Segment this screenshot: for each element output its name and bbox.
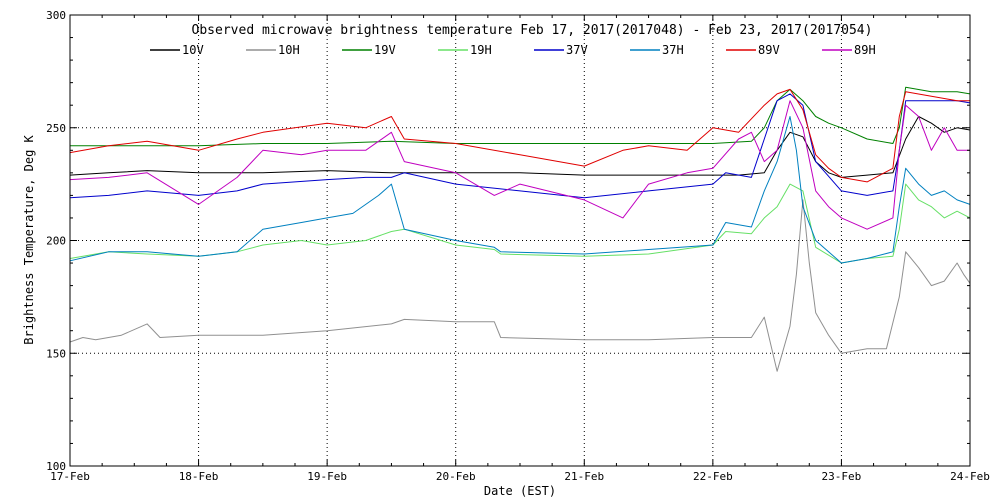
plot-series xyxy=(69,86,971,372)
legend-item: 10V xyxy=(150,43,204,57)
x-tick-label: 17-Feb xyxy=(50,470,90,483)
y-axis-title: Brightness Temperature, Deg K xyxy=(22,134,36,344)
grid-lines xyxy=(70,15,970,466)
legend-label: 10H xyxy=(278,43,300,57)
series-line-37h xyxy=(69,116,971,264)
legend-item: 89V xyxy=(726,43,780,57)
series-line-19h xyxy=(69,183,971,264)
x-tick-label: 22-Feb xyxy=(693,470,733,483)
x-axis: 17-Feb 18-Feb 19-Feb 20-Feb 21-Feb 22-Feb 23-F… xyxy=(50,15,990,483)
series-line-89h xyxy=(69,100,970,230)
series-line-10h xyxy=(69,199,971,372)
legend-label: 89H xyxy=(854,43,876,57)
series-line-37v xyxy=(69,93,971,199)
y-tick-label: 250 xyxy=(46,122,66,135)
legend-item: 37H xyxy=(630,43,684,57)
y-axis: 100 150 200 250 300 xyxy=(46,9,970,473)
legend-item: 10H xyxy=(246,43,300,57)
series-line-89v xyxy=(69,88,970,183)
x-tick-label: 19-Feb xyxy=(307,470,347,483)
y-tick-label: 150 xyxy=(46,347,66,360)
legend-item: 19V xyxy=(342,43,396,57)
y-tick-label: 100 xyxy=(46,460,66,473)
x-tick-label: 20-Feb xyxy=(436,470,476,483)
legend-label: 19H xyxy=(470,43,492,57)
x-tick-label: 21-Feb xyxy=(564,470,604,483)
x-tick-label: 24-Feb xyxy=(950,470,990,483)
y-tick-label: 200 xyxy=(46,235,66,248)
series-line-19v xyxy=(70,86,971,147)
legend-label: 37V xyxy=(566,43,588,57)
legend-label: 19V xyxy=(374,43,396,57)
x-axis-title: Date (EST) xyxy=(484,484,556,498)
x-tick-label: 23-Feb xyxy=(822,470,862,483)
y-tick-label: 300 xyxy=(46,9,66,22)
x-tick-label: 18-Feb xyxy=(179,470,219,483)
legend-label: 37H xyxy=(662,43,684,57)
legend-item: 89H xyxy=(822,43,876,57)
series-line-10v xyxy=(69,116,971,178)
legend-label: 10V xyxy=(182,43,204,57)
legend: 10V 10H 19V 19H 37V 37H 89V 89H xyxy=(150,43,876,57)
chart-title: Observed microwave brightness temperatur… xyxy=(192,23,873,38)
legend-item: 37V xyxy=(534,43,588,57)
legend-label: 89V xyxy=(758,43,780,57)
legend-item: 19H xyxy=(438,43,492,57)
